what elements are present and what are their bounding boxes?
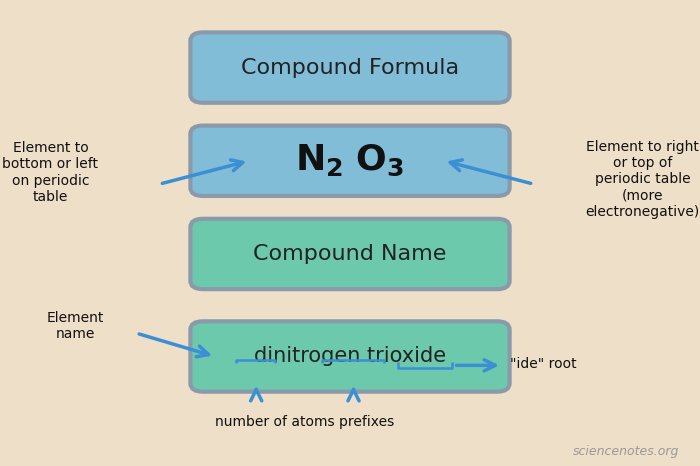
Text: number of atoms prefixes: number of atoms prefixes xyxy=(215,415,394,429)
FancyBboxPatch shape xyxy=(190,219,510,289)
FancyBboxPatch shape xyxy=(190,125,510,196)
FancyBboxPatch shape xyxy=(190,322,510,391)
Text: sciencenotes.org: sciencenotes.org xyxy=(573,445,679,458)
Text: $\mathbf{N_2\ O_3}$: $\mathbf{N_2\ O_3}$ xyxy=(295,143,405,178)
Text: Compound Formula: Compound Formula xyxy=(241,58,459,77)
Text: Element to right
or top of
periodic table
(more
electronegative): Element to right or top of periodic tabl… xyxy=(585,140,700,219)
Text: dinitrogen trioxide: dinitrogen trioxide xyxy=(254,347,446,366)
Text: Compound Name: Compound Name xyxy=(253,244,447,264)
FancyBboxPatch shape xyxy=(190,33,510,103)
Text: Element
name: Element name xyxy=(47,311,104,341)
Text: "ide" root: "ide" root xyxy=(510,357,576,371)
Text: Element to
bottom or left
on periodic
table: Element to bottom or left on periodic ta… xyxy=(2,141,99,204)
